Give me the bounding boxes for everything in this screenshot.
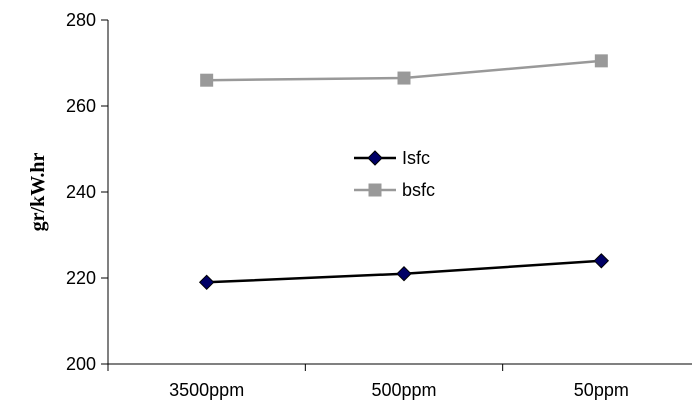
- legend-marker: [367, 150, 383, 166]
- x-tick-label: 3500ppm: [169, 380, 244, 400]
- legend: Isfc bsfc: [354, 148, 435, 200]
- y-ticks: 200 220 240 260 280: [66, 10, 108, 374]
- y-tick-label: 240: [66, 182, 96, 202]
- legend-item-isfc: Isfc: [354, 148, 430, 168]
- x-tick-label: 500ppm: [371, 380, 436, 400]
- series-group: [198, 54, 610, 291]
- series-isfc: [198, 253, 610, 291]
- y-tick-label: 260: [66, 96, 96, 116]
- data-point: [593, 253, 610, 269]
- data-point: [397, 71, 411, 85]
- legend-item-bsfc: bsfc: [354, 180, 435, 200]
- y-tick-label: 220: [66, 268, 96, 288]
- data-point: [396, 265, 412, 282]
- legend-label: Isfc: [402, 148, 430, 168]
- y-axis-title: gr/kW.hr: [27, 153, 49, 232]
- x-tick-label: 50ppm: [574, 380, 629, 400]
- legend-label: bsfc: [402, 180, 435, 200]
- data-point: [594, 54, 608, 68]
- y-tick-label: 200: [66, 354, 96, 374]
- legend-marker: [368, 183, 382, 197]
- x-ticks: 3500ppm 500ppm 50ppm: [107, 364, 629, 400]
- data-point: [200, 73, 214, 87]
- data-point: [198, 274, 215, 291]
- y-tick-label: 280: [66, 10, 96, 30]
- series-bsfc: [200, 54, 608, 87]
